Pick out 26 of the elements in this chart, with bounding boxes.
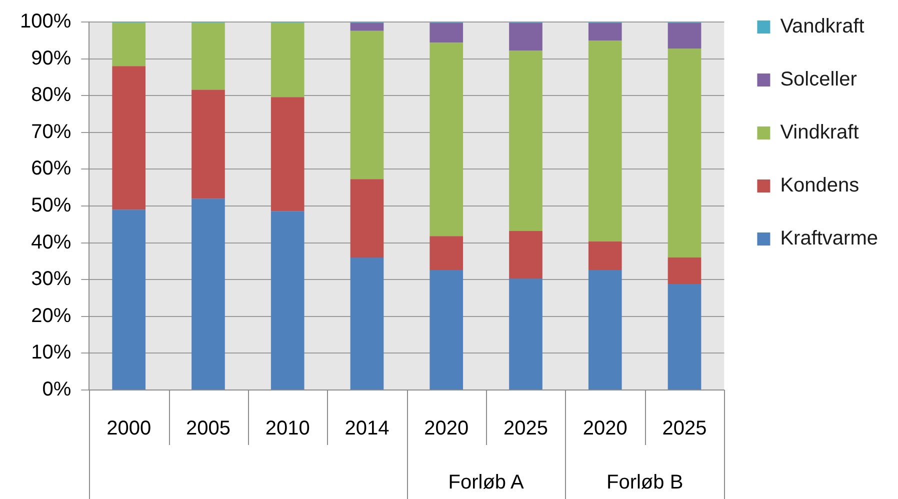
y-tick-label: 50% [31,194,72,217]
y-tick-label: 0% [42,378,72,401]
legend-label: Vindkraft [780,122,860,144]
x-tick-label: 2025 [662,418,707,440]
text: Forløb B [606,472,684,494]
x-tick-label: 2025 [503,418,548,440]
legend-label: Kondens [780,174,860,197]
x-tick-label: 2020 [424,418,469,440]
y-tick-label: 10% [31,342,72,364]
legend-label: Kraftvarme [780,228,878,250]
y-tick-label: 30% [31,268,72,290]
y-tick-label: 20% [31,304,72,327]
x-tick-label: 2005 [186,418,230,440]
y-tick-label: 90% [31,47,72,70]
y-tick-label: 60% [31,158,72,180]
x-tick-label: 2020 [582,418,628,440]
y-tick-label: 40% [31,231,72,254]
y-tick-label: 100% [20,10,72,33]
y-tick-label: 80% [31,84,72,106]
x-tick-label: 2014 [344,418,390,440]
x-tick-label: 2010 [265,418,310,440]
legend-label: Vandkraft [780,16,865,38]
text: Forløb A [448,472,525,494]
legend-label: Solceller [780,68,858,91]
y-tick-label: 70% [31,120,72,143]
x-tick-label: 2000 [106,418,152,440]
